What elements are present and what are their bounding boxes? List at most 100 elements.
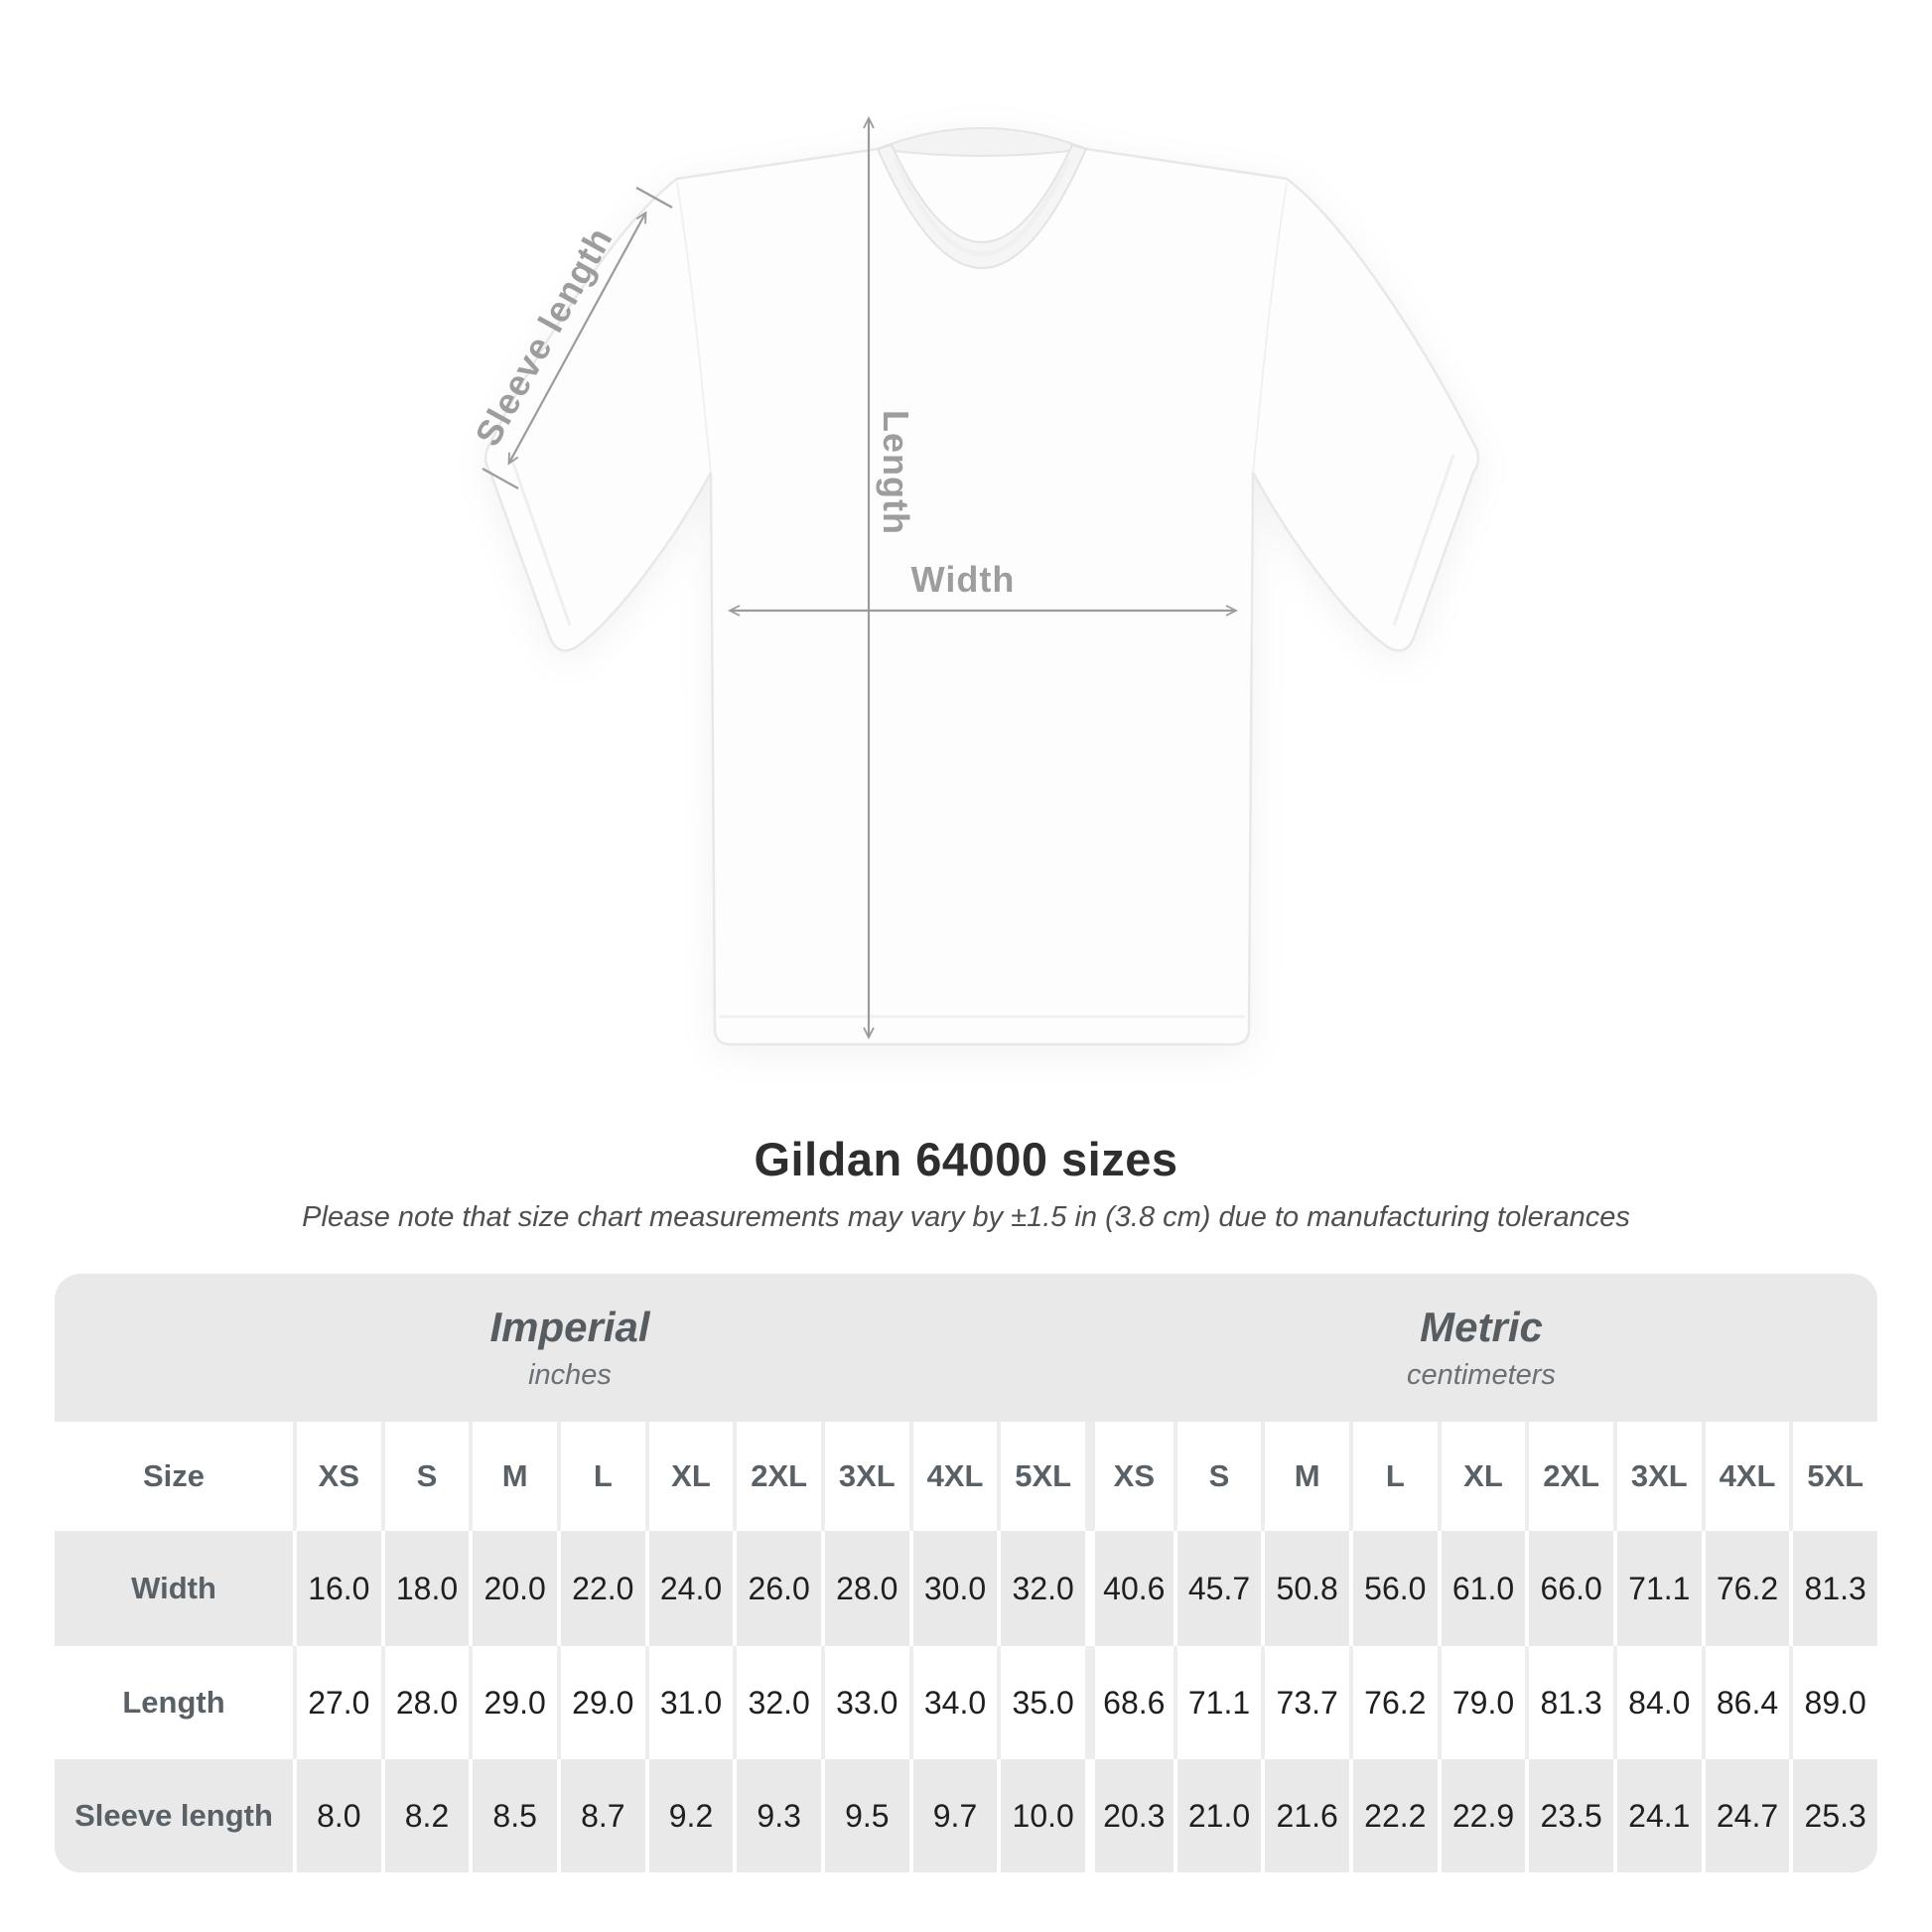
collar-back xyxy=(874,127,1090,157)
value-cell: 22.2 xyxy=(1348,1759,1438,1872)
value-cell: 50.8 xyxy=(1261,1531,1349,1646)
table-row: Size XS S M L XL 2XL 3XL 4XL 5XL XS S M L XL 2XL 3XL 4XL 5… xyxy=(55,1422,1877,1531)
table-row: Width 16.0 18.0 20.0 22.0 24.0 26.0 28.0 30.0 32.… xyxy=(55,1531,1877,1646)
value-cell: 76.2 xyxy=(1701,1531,1790,1646)
table-row: Length 27.0 28.0 29.0 29.0 31.0 32.0 33.0 34.0 35… xyxy=(55,1646,1877,1759)
value-cell: 56.0 xyxy=(1348,1531,1438,1646)
value-cell: 21.6 xyxy=(1261,1759,1349,1872)
metric-label: Metric xyxy=(1420,1304,1543,1350)
size-header-cell: XL xyxy=(644,1422,734,1531)
size-header-cell: M xyxy=(469,1422,557,1531)
tshirt-image xyxy=(482,60,1480,1046)
value-cell: 9.3 xyxy=(733,1759,821,1872)
size-header-cell: S xyxy=(380,1422,470,1531)
value-cell: 28.0 xyxy=(820,1531,909,1646)
value-cell: 71.1 xyxy=(1173,1646,1262,1759)
value-cell: 16.0 xyxy=(293,1531,381,1646)
value-cell: 22.0 xyxy=(556,1531,645,1646)
size-header-cell: M xyxy=(1261,1422,1349,1531)
value-cell: 8.7 xyxy=(556,1759,645,1872)
value-cell: 71.1 xyxy=(1612,1531,1702,1646)
imperial-unit: inches xyxy=(528,1359,612,1391)
page-title: Gildan 64000 sizes xyxy=(754,1133,1178,1185)
size-header-cell: 2XL xyxy=(1525,1422,1613,1531)
value-cell: 73.7 xyxy=(1261,1646,1349,1759)
dimension-arrows xyxy=(482,119,1235,1036)
tshirt-silhouette xyxy=(483,127,1480,1046)
size-header-cell: 4XL xyxy=(908,1422,998,1531)
value-cell: 27.0 xyxy=(293,1646,381,1759)
imperial-section-header: Imperial inches xyxy=(55,1274,1085,1422)
size-header-cell: S xyxy=(1173,1422,1262,1531)
size-header-cell: 5XL xyxy=(1789,1422,1877,1531)
value-cell: 79.0 xyxy=(1437,1646,1526,1759)
value-cell: 18.0 xyxy=(380,1531,470,1646)
value-cell: 8.5 xyxy=(469,1759,557,1872)
row-label: Length xyxy=(55,1646,293,1759)
value-cell: 81.3 xyxy=(1789,1531,1877,1646)
sleeve-arrow-tick-top xyxy=(635,187,673,208)
imperial-label: Imperial xyxy=(489,1304,650,1350)
value-cell: 9.5 xyxy=(820,1759,909,1872)
value-cell: 24.1 xyxy=(1612,1759,1702,1872)
value-cell: 68.6 xyxy=(1084,1646,1173,1759)
size-column-header: Size xyxy=(55,1422,293,1531)
size-header-cell: L xyxy=(556,1422,645,1531)
value-cell: 21.0 xyxy=(1173,1759,1262,1872)
metric-section-header: Metric centimeters xyxy=(1085,1274,1877,1422)
size-header-cell: 5XL xyxy=(997,1422,1085,1531)
sleeve-length-arrow xyxy=(509,213,645,463)
value-cell: 31.0 xyxy=(644,1646,734,1759)
metric-unit: centimeters xyxy=(1407,1359,1556,1391)
size-header-cell: 2XL xyxy=(733,1422,821,1531)
size-table: Imperial inches Metric centimeters Size X… xyxy=(55,1274,1877,1872)
value-cell: 35.0 xyxy=(997,1646,1085,1759)
value-cell: 86.4 xyxy=(1701,1646,1790,1759)
value-cell: 32.0 xyxy=(997,1531,1085,1646)
value-cell: 61.0 xyxy=(1437,1531,1526,1646)
value-cell: 76.2 xyxy=(1348,1646,1438,1759)
row-label: Width xyxy=(55,1531,293,1646)
value-cell: 28.0 xyxy=(380,1646,470,1759)
value-cell: 34.0 xyxy=(908,1646,998,1759)
size-header-cell: L xyxy=(1348,1422,1438,1531)
value-cell: 9.2 xyxy=(644,1759,734,1872)
value-cell: 33.0 xyxy=(820,1646,909,1759)
row-label: Sleeve length xyxy=(55,1759,293,1872)
value-cell: 29.0 xyxy=(556,1646,645,1759)
value-cell: 25.3 xyxy=(1789,1759,1877,1872)
collar-front-band xyxy=(876,143,1088,269)
table-body: Size XS S M L XL 2XL 3XL 4XL 5XL XS S M L XL 2XL 3XL 4XL 5… xyxy=(55,1422,1877,1872)
value-cell: 8.2 xyxy=(380,1759,470,1872)
value-cell: 8.0 xyxy=(293,1759,381,1872)
value-cell: 26.0 xyxy=(733,1531,821,1646)
value-cell: 29.0 xyxy=(469,1646,557,1759)
value-cell: 40.6 xyxy=(1084,1531,1173,1646)
value-cell: 45.7 xyxy=(1173,1531,1262,1646)
size-header-cell: 4XL xyxy=(1701,1422,1790,1531)
table-header-band: Imperial inches Metric centimeters xyxy=(55,1274,1877,1422)
value-cell: 89.0 xyxy=(1789,1646,1877,1759)
value-cell: 30.0 xyxy=(908,1531,998,1646)
value-cell: 20.0 xyxy=(469,1531,557,1646)
size-header-cell: 3XL xyxy=(1612,1422,1702,1531)
sleeve-arrow-tick-bottom xyxy=(482,468,519,489)
table-row: Sleeve length 8.0 8.2 8.5 8.7 9.2 9.3 9.5 9.7 10.… xyxy=(55,1759,1877,1872)
page-subtitle: Please note that size chart measurements… xyxy=(302,1201,1630,1233)
size-header-cell: 3XL xyxy=(820,1422,909,1531)
value-cell: 10.0 xyxy=(997,1759,1085,1872)
value-cell: 23.5 xyxy=(1525,1759,1613,1872)
value-cell: 84.0 xyxy=(1612,1646,1702,1759)
size-header-cell: XS xyxy=(1084,1422,1173,1531)
size-header-cell: XS xyxy=(293,1422,381,1531)
value-cell: 22.9 xyxy=(1437,1759,1526,1872)
value-cell: 24.7 xyxy=(1701,1759,1790,1872)
value-cell: 24.0 xyxy=(644,1531,734,1646)
value-cell: 81.3 xyxy=(1525,1646,1613,1759)
value-cell: 32.0 xyxy=(733,1646,821,1759)
value-cell: 9.7 xyxy=(908,1759,998,1872)
value-cell: 20.3 xyxy=(1084,1759,1173,1872)
size-header-cell: XL xyxy=(1437,1422,1526,1531)
value-cell: 66.0 xyxy=(1525,1531,1613,1646)
